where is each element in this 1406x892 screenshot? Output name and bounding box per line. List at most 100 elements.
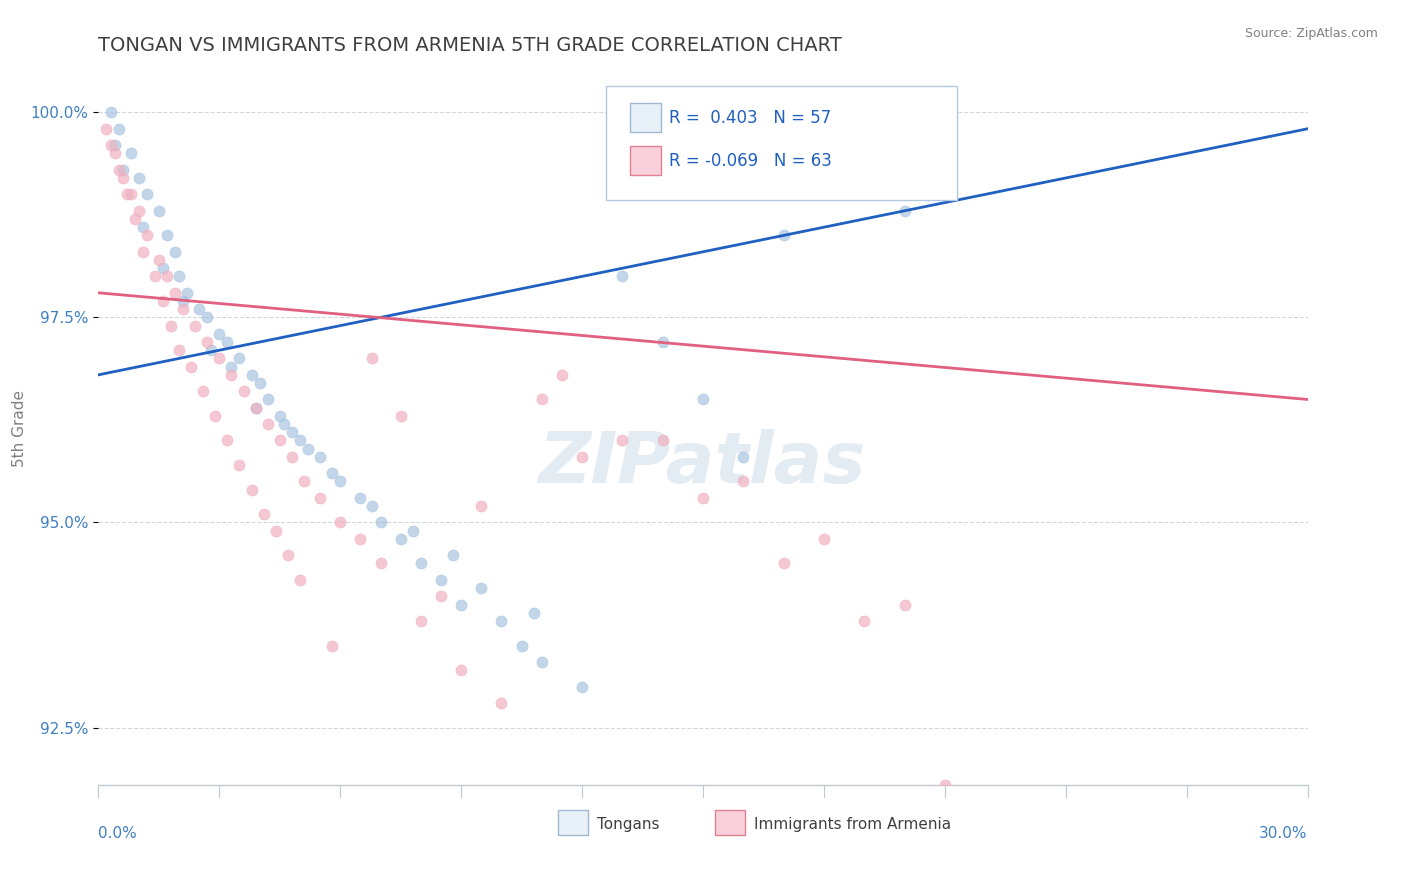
Point: [321, 467, 343, 481]
Point: [349, 532, 371, 546]
Point: [389, 409, 412, 423]
Text: Immigrants from Armenia: Immigrants from Armenia: [754, 817, 950, 831]
Point: [551, 368, 574, 382]
Point: [269, 409, 291, 423]
Point: [934, 778, 956, 792]
Point: [128, 203, 150, 218]
Point: [349, 491, 371, 505]
Point: [232, 384, 254, 399]
Point: [184, 318, 207, 333]
Point: [204, 409, 226, 423]
Point: [361, 499, 384, 513]
Point: [200, 343, 222, 358]
Point: [172, 293, 194, 308]
Text: 0.0%: 0.0%: [98, 826, 138, 841]
Point: [269, 434, 291, 448]
Point: [132, 220, 155, 235]
Text: Tongans: Tongans: [596, 817, 659, 831]
Point: [329, 475, 352, 489]
Point: [128, 171, 150, 186]
Point: [530, 655, 553, 669]
Point: [612, 269, 634, 284]
Point: [893, 203, 915, 218]
Text: Source: ZipAtlas.com: Source: ZipAtlas.com: [1244, 27, 1378, 40]
Point: [156, 269, 179, 284]
Text: R =  0.403   N = 57: R = 0.403 N = 57: [669, 109, 831, 127]
Point: [245, 401, 267, 415]
Point: [772, 557, 794, 571]
Point: [329, 516, 352, 530]
Point: [152, 261, 174, 276]
Point: [228, 351, 250, 366]
Point: [256, 392, 278, 407]
Point: [288, 573, 311, 587]
Point: [193, 384, 215, 399]
Point: [217, 334, 239, 349]
Point: [245, 401, 267, 415]
Point: [115, 187, 138, 202]
Text: TONGAN VS IMMIGRANTS FROM ARMENIA 5TH GRADE CORRELATION CHART: TONGAN VS IMMIGRANTS FROM ARMENIA 5TH GR…: [98, 36, 842, 54]
Point: [389, 532, 412, 546]
Point: [813, 532, 835, 546]
Point: [430, 590, 453, 604]
Point: [240, 368, 263, 382]
Point: [107, 121, 129, 136]
Point: [111, 162, 134, 177]
Point: [510, 639, 533, 653]
Point: [264, 524, 287, 538]
Point: [256, 417, 278, 431]
Point: [571, 680, 593, 694]
Point: [409, 557, 432, 571]
Point: [163, 244, 186, 259]
Y-axis label: 5th Grade: 5th Grade: [13, 390, 27, 467]
Point: [733, 450, 755, 464]
Point: [176, 285, 198, 300]
Point: [132, 244, 155, 259]
Point: [228, 458, 250, 472]
Point: [111, 171, 134, 186]
Point: [253, 508, 276, 522]
Point: [217, 434, 239, 448]
Point: [107, 162, 129, 177]
FancyBboxPatch shape: [716, 810, 745, 835]
Point: [167, 269, 190, 284]
Point: [523, 606, 546, 620]
Point: [96, 121, 118, 136]
Point: [281, 450, 304, 464]
Point: [167, 343, 190, 358]
Point: [612, 434, 634, 448]
Point: [297, 442, 319, 456]
Point: [370, 557, 392, 571]
Point: [221, 368, 243, 382]
Point: [135, 228, 157, 243]
Text: ZIPatlas: ZIPatlas: [540, 429, 866, 499]
Point: [148, 203, 170, 218]
Point: [309, 450, 332, 464]
Point: [195, 334, 218, 349]
Point: [692, 491, 714, 505]
Point: [195, 310, 218, 325]
Point: [853, 614, 876, 628]
Point: [651, 334, 673, 349]
FancyBboxPatch shape: [558, 810, 588, 835]
Point: [273, 417, 295, 431]
Point: [120, 146, 142, 161]
Point: [172, 302, 194, 317]
Point: [733, 475, 755, 489]
Point: [100, 105, 122, 120]
Point: [240, 483, 263, 497]
Point: [530, 392, 553, 407]
Point: [152, 293, 174, 308]
FancyBboxPatch shape: [630, 146, 661, 175]
FancyBboxPatch shape: [606, 86, 957, 200]
Point: [208, 326, 231, 341]
Point: [281, 425, 304, 440]
Point: [571, 450, 593, 464]
Point: [221, 359, 243, 374]
Point: [692, 392, 714, 407]
Point: [361, 351, 384, 366]
Point: [288, 434, 311, 448]
Point: [103, 138, 125, 153]
Point: [470, 581, 492, 595]
Point: [430, 573, 453, 587]
